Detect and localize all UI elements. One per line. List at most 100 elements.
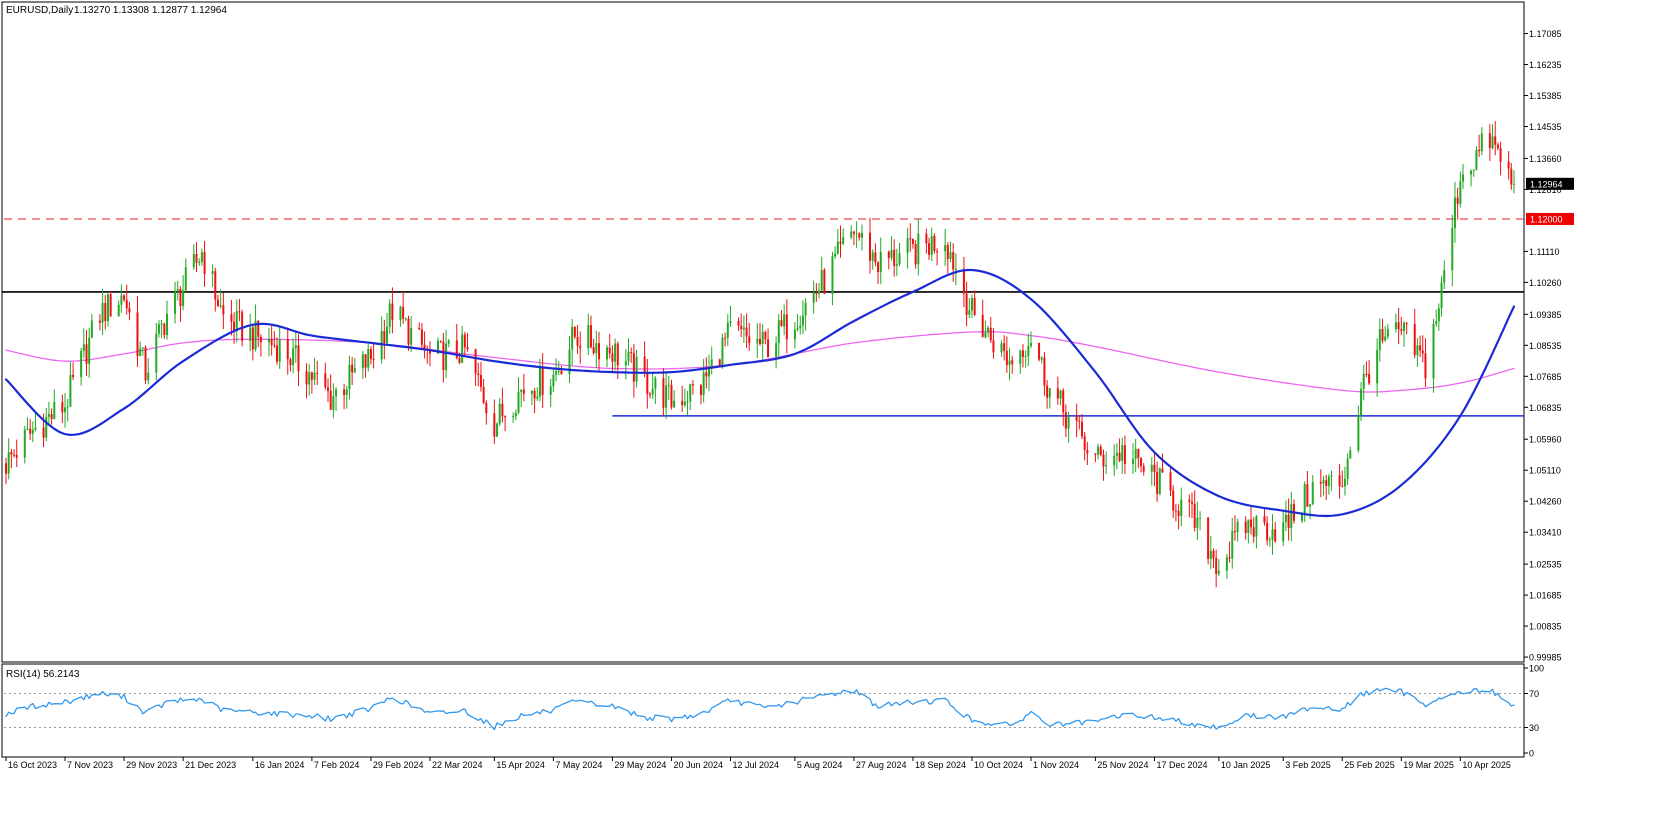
candle-body [235,311,238,332]
candle-body [1475,149,1478,170]
candle-body [1491,136,1494,149]
candle-body [987,327,990,333]
candle-body [418,328,421,330]
candle-body [463,334,466,348]
candle-body [1097,446,1100,455]
candle-body [310,372,313,380]
candle-body [493,413,496,437]
candle-body [1161,468,1164,473]
candle-body [233,321,236,332]
candle-body [1062,390,1065,413]
time-axis-label: 19 Mar 2025 [1403,760,1454,770]
candle-body [549,386,552,395]
candle-body [1507,161,1510,169]
candle-body [555,371,558,375]
candle-body [101,303,104,323]
candle-body [1075,416,1078,421]
candle-body [1121,445,1124,461]
candle-body [1437,308,1440,322]
candle-body [1064,412,1067,429]
candle-body [1169,472,1172,491]
price-axis-tick-label: 1.17085 [1529,29,1562,39]
candle-body [1287,514,1290,528]
price-axis-tick-label: 1.05960 [1529,435,1562,445]
candle-body [23,429,26,458]
candle-body [911,239,914,245]
last-price-tag: 1.12964 [1530,179,1563,189]
price-axis-tick-label: 1.05110 [1529,466,1561,476]
candle-body [756,338,759,344]
candle-body [1150,464,1153,472]
candle-body [1153,464,1156,473]
candle-body [1225,557,1228,571]
candle-body [1443,270,1446,283]
candle-body [1397,322,1400,330]
candle-body [1435,321,1438,324]
candle-body [5,463,7,474]
candle-body [203,252,206,274]
candle-body [834,253,837,257]
candle-body [1424,353,1427,379]
candle-body [759,338,761,344]
candle-body [1459,181,1462,204]
time-axis-label: 7 May 2024 [555,760,602,770]
candle-body [286,339,289,360]
candle-body [877,262,880,273]
price-axis-tick-label: 1.02535 [1529,560,1562,570]
candle-body [1030,342,1033,346]
candle-body [211,271,214,274]
candle-body [1024,355,1027,357]
time-axis-label: 1 Nov 2024 [1033,760,1079,770]
candle-body [216,299,219,307]
candle-body [1306,484,1309,507]
candle-body [259,336,262,343]
candle-body [721,337,724,368]
candle-body [1330,475,1333,477]
candle-body [708,367,711,377]
price-axis-tick-label: 1.03410 [1529,528,1562,538]
candle-body [879,251,882,273]
candle-body [1255,516,1258,537]
candle-body [643,356,646,372]
candle-body [195,254,198,263]
time-axis-label: 10 Jan 2025 [1221,760,1271,770]
candle-body [1368,373,1371,384]
candle-body [1456,197,1459,204]
candle-body [1349,450,1352,459]
time-axis-label: 7 Feb 2024 [314,760,360,770]
candle-body [1228,557,1231,559]
candle-body [930,235,933,255]
candle-body [176,288,179,291]
candle-body [501,403,504,417]
candle-body [691,384,694,386]
candle-body [1376,349,1379,384]
candle-body [292,348,295,365]
candle-body [1140,457,1143,467]
candle-body [1000,343,1003,353]
price-axis-tick-label: 1.14535 [1529,122,1562,132]
candle-body [1462,174,1465,182]
candle-body [1177,510,1180,517]
candle-body [1215,558,1218,574]
candle-body [595,343,598,354]
candle-body [1290,504,1293,528]
candle-body [1470,170,1473,175]
candle-body [504,416,507,418]
candle-body [1381,329,1384,341]
candle-body [383,330,386,344]
candle-body [729,321,732,323]
candle-body [710,359,713,368]
candle-body [992,340,995,353]
candle-body [1360,388,1363,416]
candle-body [1134,448,1137,459]
candle-body [606,347,609,360]
candle-body [1247,519,1250,534]
candle-body [1158,468,1161,495]
candle-body [326,387,329,391]
candle-body [364,354,367,368]
time-axis-label: 25 Feb 2025 [1344,760,1395,770]
candle-body [804,302,807,316]
price-axis-tick-label: 0.99985 [1529,653,1562,663]
candle-body [289,359,292,365]
